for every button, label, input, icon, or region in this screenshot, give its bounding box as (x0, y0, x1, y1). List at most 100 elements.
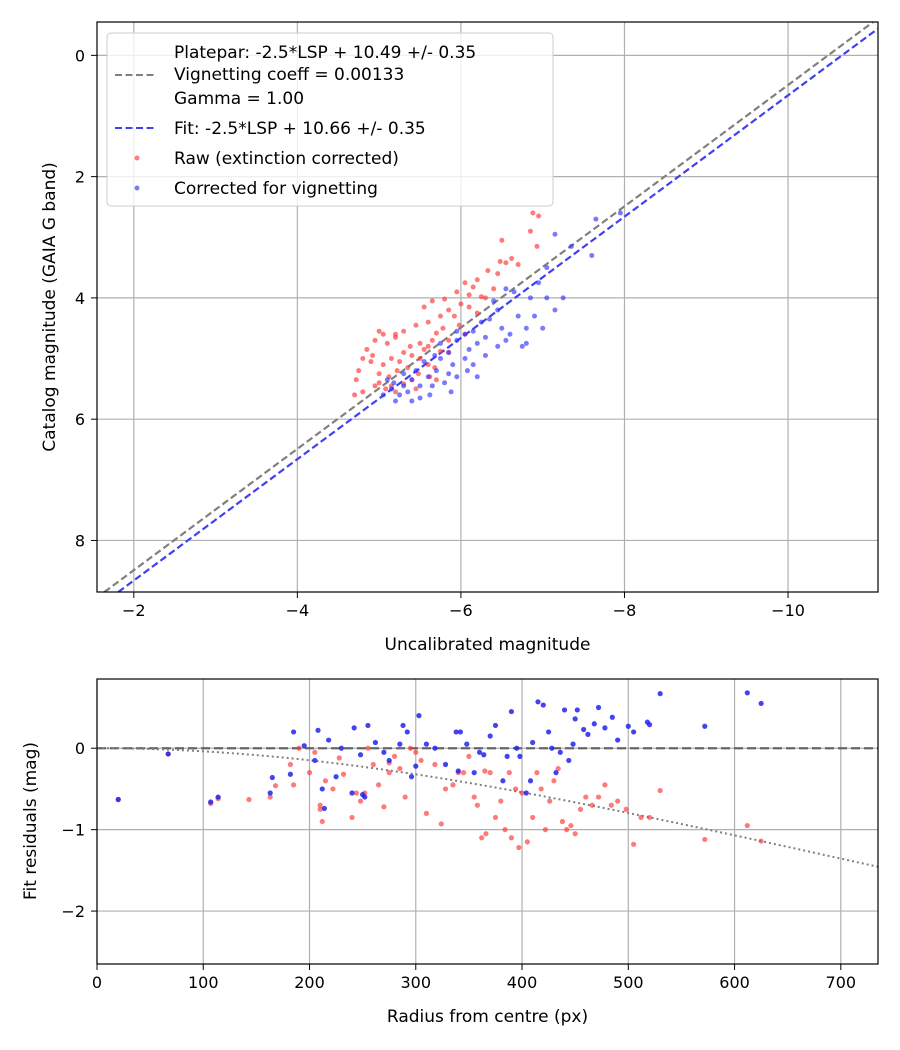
corrected-point (482, 334, 488, 340)
corrected-point (523, 325, 529, 331)
corrected-point (450, 362, 456, 368)
legend-box (106, 32, 554, 207)
corrected-residual-point (631, 729, 637, 735)
bottom-scatter-points (115, 690, 764, 851)
raw-residual-point (513, 786, 519, 792)
raw-point (454, 289, 460, 295)
raw-point (380, 331, 386, 337)
corrected-residual-point (572, 716, 578, 722)
top-y-tick-label: 2 (75, 168, 85, 187)
raw-residual-point (365, 745, 371, 751)
raw-residual-point (296, 745, 302, 751)
raw-residual-point (595, 794, 602, 800)
corrected-point (470, 328, 476, 334)
corrected-residual-point (523, 790, 529, 796)
corrected-residual-point (312, 757, 318, 764)
raw-residual-point (530, 814, 536, 821)
corrected-residual-point (301, 743, 307, 749)
corrected-residual-point (545, 729, 552, 735)
corrected-residual-point (625, 723, 631, 729)
top-y-tick-label: 4 (75, 289, 85, 308)
raw-point (491, 286, 497, 292)
raw-point (370, 353, 376, 359)
raw-point (356, 368, 362, 374)
corrected-point (536, 280, 542, 286)
raw-residual-point (322, 778, 329, 784)
corrected-point (427, 392, 433, 398)
corrected-point (568, 243, 574, 249)
legend-label-fit: Fit: -2.5*LSP + 10.66 +/- 0.35 (174, 119, 426, 139)
corrected-point (454, 374, 460, 380)
corrected-residual-point (585, 731, 591, 737)
raw-point (360, 389, 366, 395)
corrected-residual-point (386, 757, 392, 764)
top-x-tick-label: −4 (286, 601, 310, 620)
corrected-residual-point (326, 737, 332, 743)
raw-residual-point (744, 822, 750, 829)
raw-residual-point (502, 827, 508, 833)
corrected-residual-point (514, 745, 520, 751)
raw-point (499, 237, 505, 243)
corrected-residual-point (408, 774, 415, 780)
corrected-residual-point (432, 745, 438, 751)
corrected-residual-point (333, 774, 339, 780)
legend-label-platepar: Platepar: -2.5*LSP + 10.49 +/- 0.35 (174, 43, 476, 63)
raw-residual-point (572, 831, 578, 837)
corrected-residual-point (476, 749, 483, 755)
raw-residual-point (519, 790, 525, 796)
bottom-x-tick-label: 0 (92, 973, 102, 992)
corrected-residual-point (372, 739, 378, 746)
raw-point (437, 313, 443, 319)
corrected-point (470, 362, 476, 368)
raw-residual-point (287, 761, 293, 768)
bottom-y-tick-label: −2 (61, 902, 85, 921)
corrected-residual-point (208, 799, 214, 805)
corrected-point (442, 380, 448, 386)
corrected-point (448, 389, 454, 395)
corrected-point (417, 383, 423, 389)
raw-residual-point (479, 835, 485, 841)
raw-residual-point (246, 796, 252, 803)
corrected-residual-point (591, 721, 597, 727)
corrected-point (487, 316, 493, 322)
raw-residual-point (559, 818, 566, 825)
raw-residual-point (542, 827, 549, 833)
corrected-point (401, 383, 407, 389)
corrected-point (384, 377, 390, 383)
raw-residual-point (432, 761, 438, 768)
raw-residual-point (391, 753, 398, 759)
raw-residual-point (423, 810, 430, 816)
raw-point (509, 255, 515, 261)
raw-residual-point (646, 814, 653, 821)
raw-residual-point (602, 782, 608, 788)
corrected-point (413, 368, 419, 374)
top-scatter-points (352, 210, 623, 404)
raw-point (446, 307, 452, 313)
top-x-tick-label: −2 (122, 601, 146, 620)
corrected-point (532, 313, 538, 319)
raw-point (413, 322, 419, 328)
corrected-point (499, 325, 505, 331)
raw-residual-point (317, 802, 323, 808)
corrected-residual-point (646, 722, 653, 728)
raw-point (478, 294, 484, 300)
bottom-ticks: 0 100 200 300 400 500 600 700 0 −1 −2 (61, 739, 856, 992)
corrected-residual-point (492, 722, 499, 729)
raw-residual-point (349, 814, 355, 821)
bottom-y-tick-label: 0 (75, 739, 85, 758)
raw-residual-point (460, 770, 467, 776)
raw-residual-point (487, 770, 493, 776)
raw-point (401, 328, 407, 334)
corrected-point (589, 252, 595, 258)
top-y-tick-label: 6 (75, 410, 85, 429)
raw-point (515, 262, 521, 268)
raw-point (470, 284, 476, 290)
raw-point (397, 359, 403, 365)
corrected-point (421, 359, 427, 365)
raw-residual-point (516, 844, 522, 851)
raw-residual-point (615, 798, 621, 804)
raw-point (495, 271, 501, 277)
raw-residual-point (555, 765, 561, 772)
corrected-residual-point (549, 745, 555, 751)
